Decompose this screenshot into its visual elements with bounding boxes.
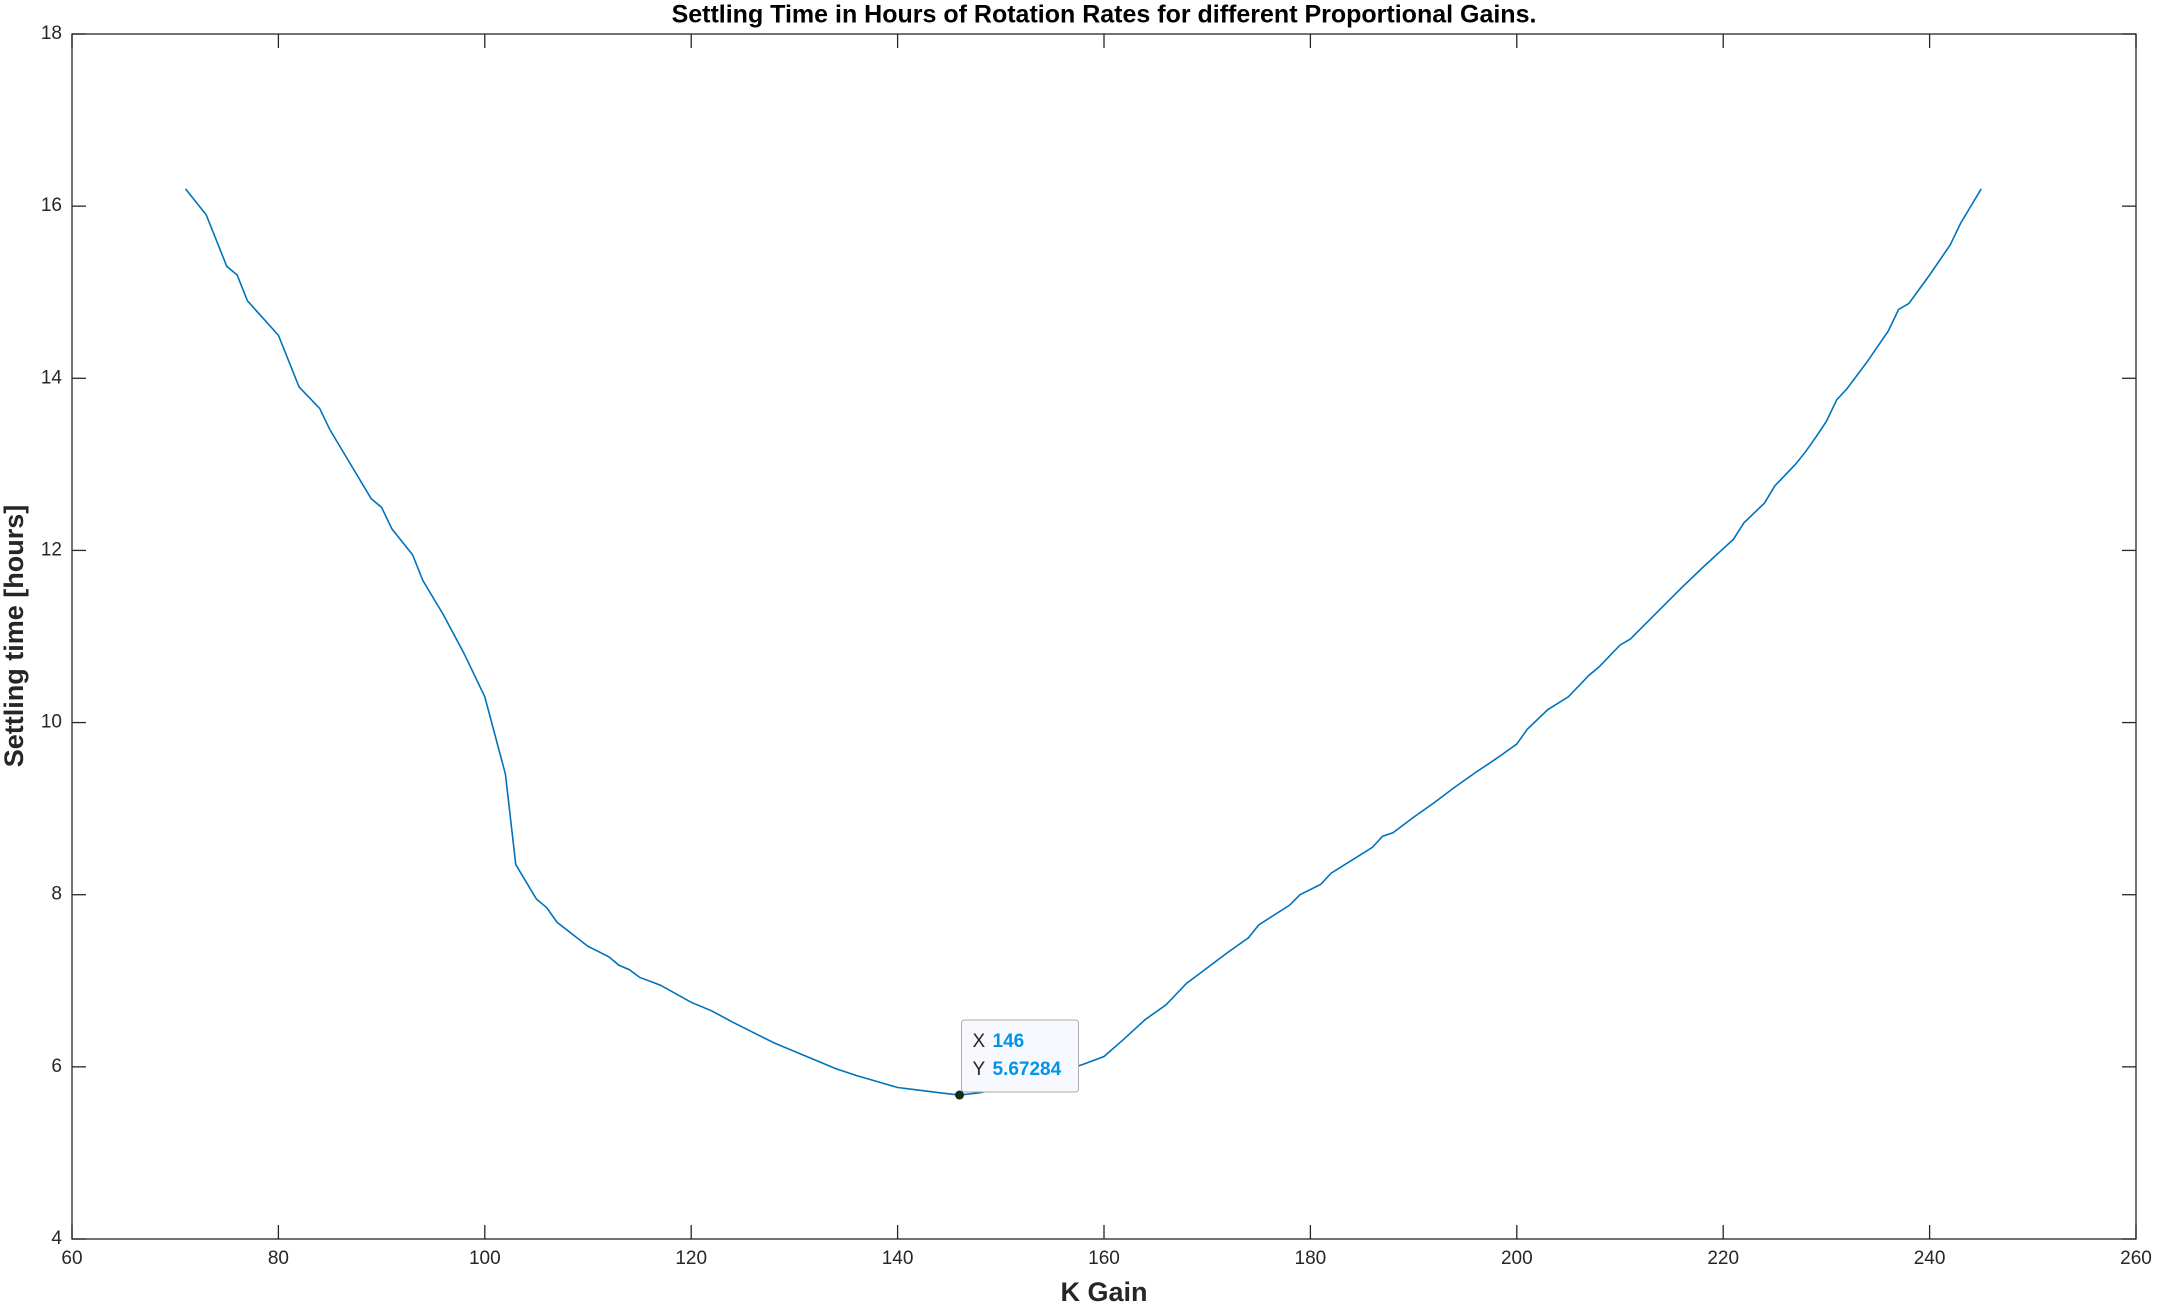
datatip-y-value: 5.67284 <box>993 1059 1062 1080</box>
x-tick-label: 60 <box>61 1248 82 1269</box>
x-tick-label: 180 <box>1295 1248 1327 1269</box>
x-tick-label: 160 <box>1088 1248 1120 1269</box>
datatip-x-value: 146 <box>993 1031 1025 1052</box>
datatip-x-label: X <box>973 1031 986 1052</box>
y-tick-label: 8 <box>51 884 62 905</box>
x-tick-label: 140 <box>882 1248 914 1269</box>
x-tick-label: 220 <box>1707 1248 1739 1269</box>
x-tick-label: 80 <box>268 1248 289 1269</box>
datatip: X 146 Y 5.67284 <box>955 1019 1080 1100</box>
y-axis-label: Settling time [hours] <box>0 505 29 768</box>
x-tick-label: 200 <box>1501 1248 1533 1269</box>
datatip-marker <box>955 1090 965 1100</box>
y-tick-label: 18 <box>41 23 62 44</box>
y-tick-label: 6 <box>51 1056 62 1077</box>
x-tick-label: 120 <box>675 1248 707 1269</box>
x-axis-label: K Gain <box>1060 1277 1147 1307</box>
x-tick-label: 240 <box>1914 1248 1946 1269</box>
datatip-y-label: Y <box>973 1059 986 1080</box>
data-line <box>184 188 1982 1096</box>
plot-box <box>71 33 2137 1240</box>
chart-title: Settling Time in Hours of Rotation Rates… <box>672 1 1537 29</box>
datatip-box <box>961 1019 1080 1093</box>
y-tick-label: 12 <box>41 539 62 560</box>
y-tick-label: 14 <box>41 367 63 388</box>
x-tick-label: 260 <box>2120 1248 2152 1269</box>
y-tick-label: 10 <box>41 712 62 733</box>
x-tick-label: 100 <box>469 1248 501 1269</box>
y-tick-label: 4 <box>51 1228 62 1249</box>
y-tick-label: 16 <box>41 195 62 216</box>
